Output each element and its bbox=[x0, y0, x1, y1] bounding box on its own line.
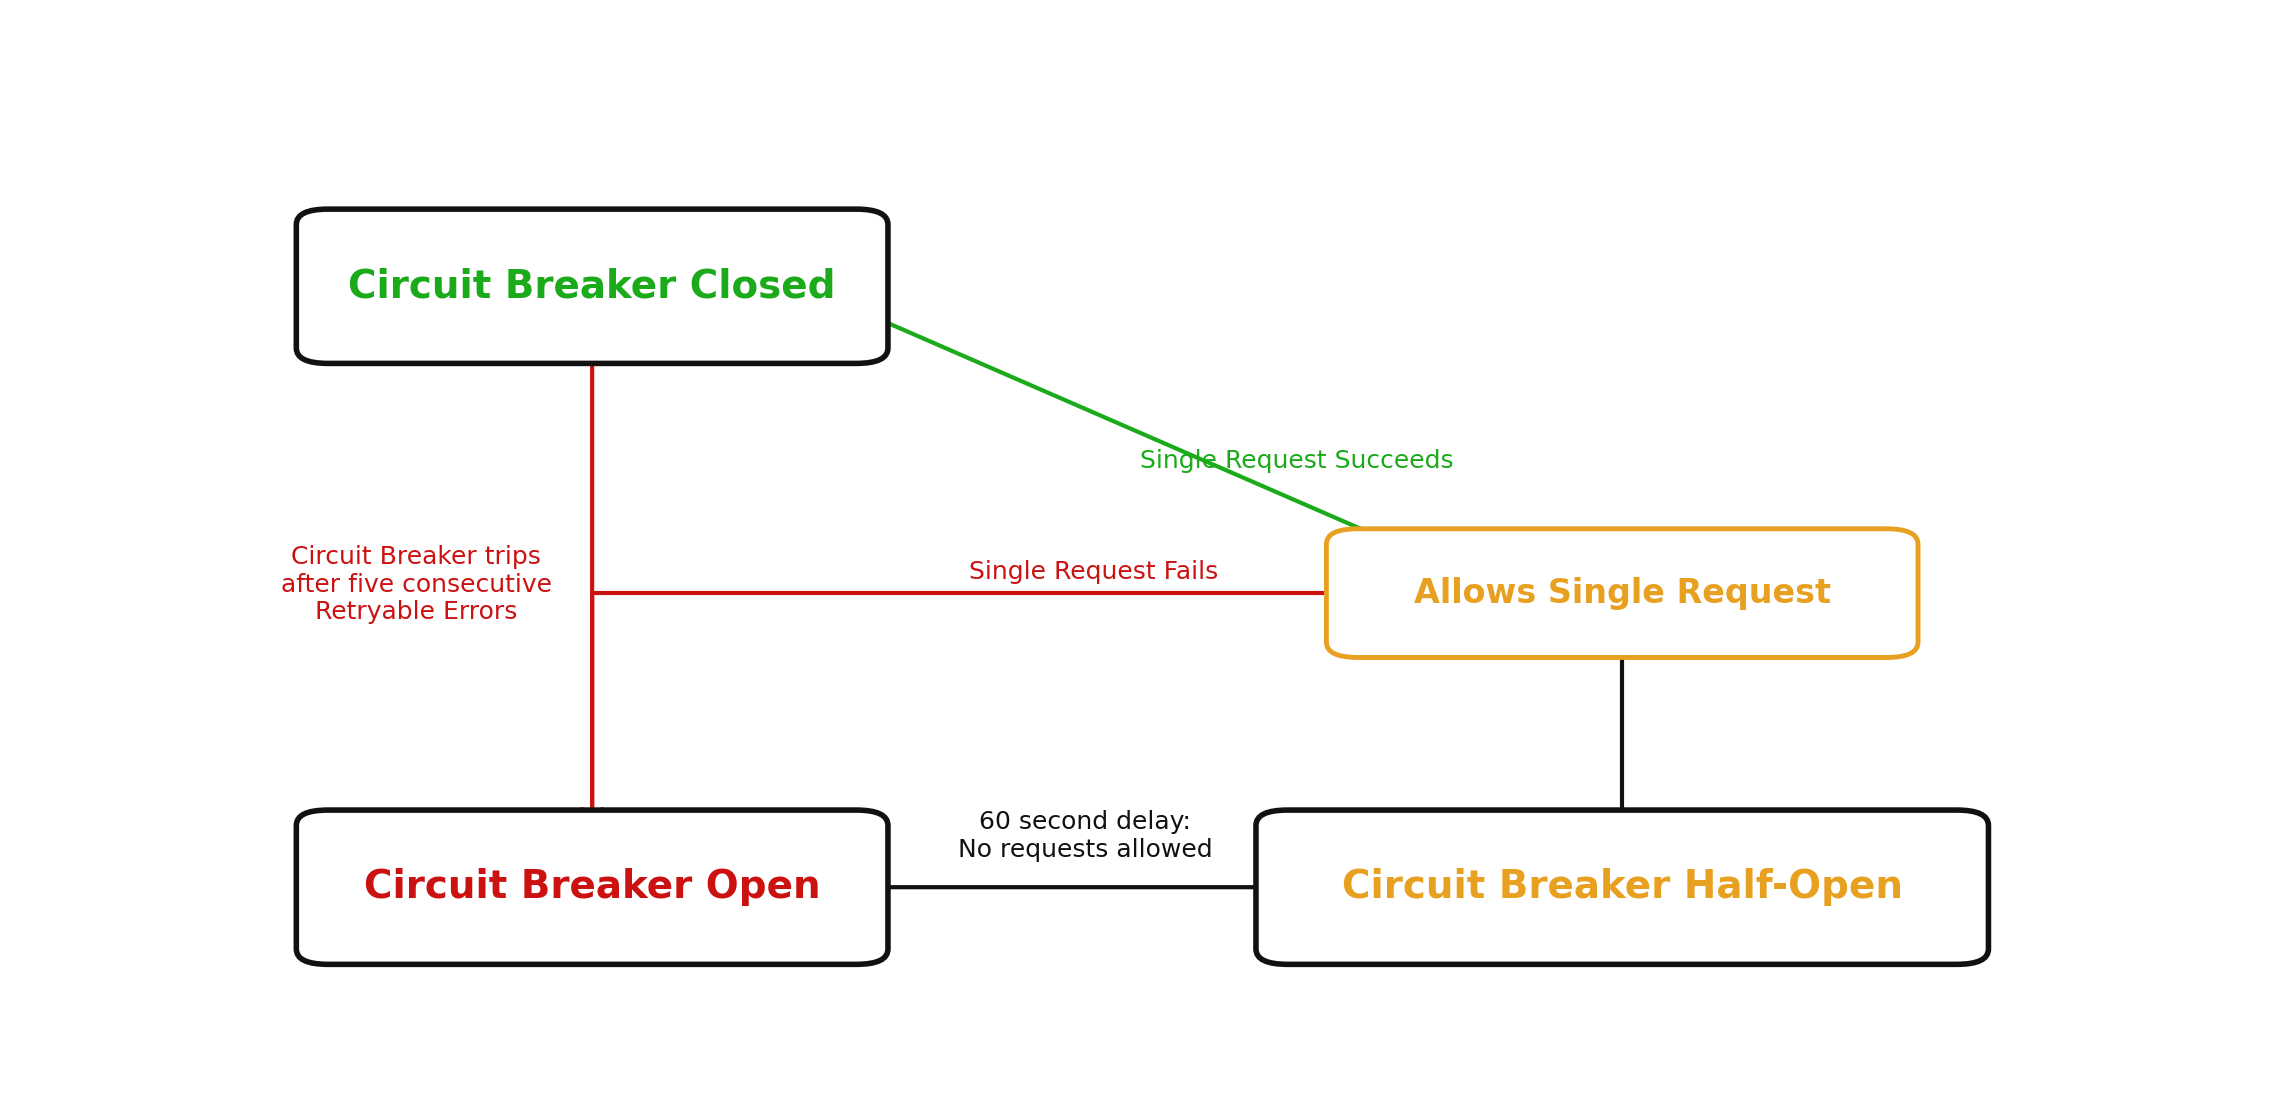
Text: Circuit Breaker Half-Open: Circuit Breaker Half-Open bbox=[1343, 868, 1902, 907]
Text: Single Request Succeeds: Single Request Succeeds bbox=[1141, 449, 1454, 473]
FancyBboxPatch shape bbox=[295, 810, 888, 964]
FancyBboxPatch shape bbox=[1327, 529, 1918, 658]
Text: Circuit Breaker Closed: Circuit Breaker Closed bbox=[348, 267, 836, 306]
Text: 60 second delay:
No requests allowed: 60 second delay: No requests allowed bbox=[959, 810, 1213, 862]
Text: Allows Single Request: Allows Single Request bbox=[1413, 577, 1831, 610]
Text: Circuit Breaker trips
after five consecutive
Retryable Errors: Circuit Breaker trips after five consecu… bbox=[279, 545, 552, 624]
FancyBboxPatch shape bbox=[295, 209, 888, 363]
Text: Circuit Breaker Open: Circuit Breaker Open bbox=[364, 868, 820, 907]
Text: Single Request Fails: Single Request Fails bbox=[970, 560, 1218, 583]
FancyBboxPatch shape bbox=[1256, 810, 1988, 964]
